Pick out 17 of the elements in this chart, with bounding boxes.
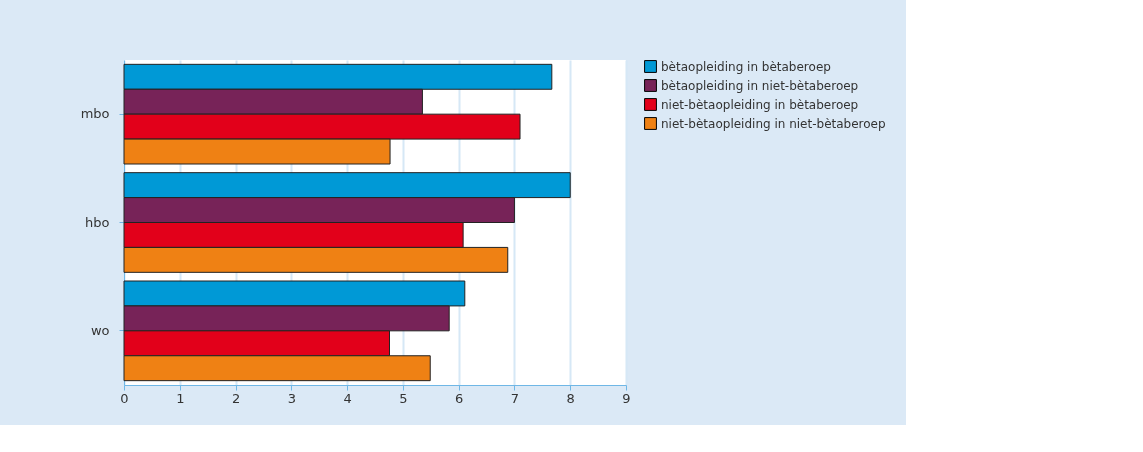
x-tick-label: 6 xyxy=(455,390,464,406)
legend-label: bètaopleiding in niet-bètaberoep xyxy=(661,78,859,93)
legend-label: niet-bètaopleiding in bètaberoep xyxy=(661,97,859,112)
y-tick-label: wo xyxy=(90,322,110,338)
x-tick-label: 7 xyxy=(510,390,520,406)
y-tick-label: mbo xyxy=(80,106,110,122)
x-tick-label: 8 xyxy=(566,390,575,406)
legend-label: niet-bètaopleiding in niet-bètaberoep xyxy=(661,116,886,131)
x-tick-label: 9 xyxy=(622,390,631,406)
x-tick-label: 1 xyxy=(176,390,185,406)
x-tick-label: 4 xyxy=(343,390,352,406)
x-tick-label: 0 xyxy=(120,390,129,406)
y-tick-label: hbo xyxy=(85,214,110,230)
x-tick-label: 5 xyxy=(399,390,408,406)
x-tick-label: 2 xyxy=(231,390,241,406)
legend-label: bètaopleiding in bètaberoep xyxy=(661,59,831,74)
x-tick-label: 3 xyxy=(287,390,296,406)
